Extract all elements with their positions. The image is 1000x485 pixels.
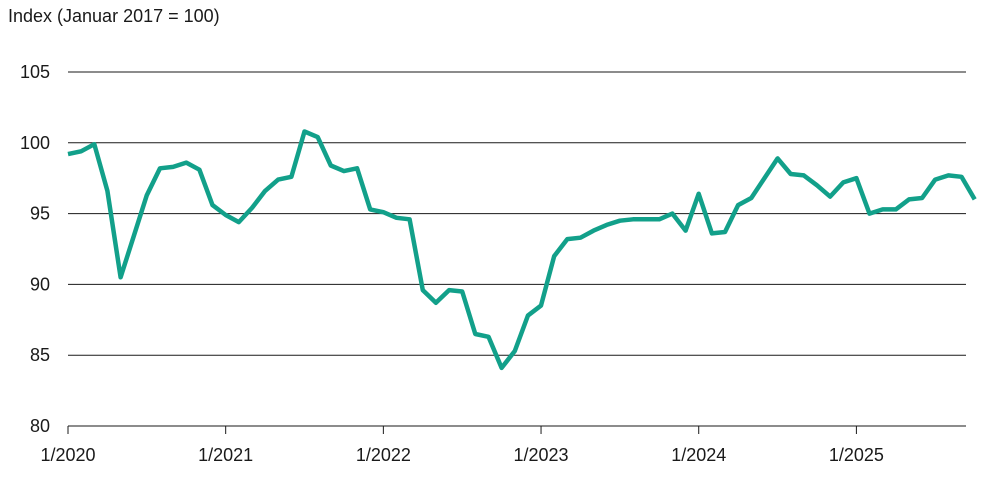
x-tick-label: 1/2025 bbox=[829, 445, 884, 465]
y-tick-label: 90 bbox=[30, 274, 50, 294]
y-tick-label: 95 bbox=[30, 204, 50, 224]
x-tick-label: 1/2024 bbox=[671, 445, 726, 465]
y-tick-label: 100 bbox=[20, 133, 50, 153]
y-tick-label: 85 bbox=[30, 345, 50, 365]
x-tick-label: 1/2020 bbox=[40, 445, 95, 465]
y-tick-label: 105 bbox=[20, 62, 50, 82]
series-line-0 bbox=[67, 129, 977, 371]
x-tick-label: 1/2021 bbox=[198, 445, 253, 465]
y-axis-title: Index (Januar 2017 = 100) bbox=[8, 6, 220, 26]
y-tick-label: 80 bbox=[30, 416, 50, 436]
x-tick-label: 1/2023 bbox=[514, 445, 569, 465]
x-tick-label: 1/2022 bbox=[356, 445, 411, 465]
